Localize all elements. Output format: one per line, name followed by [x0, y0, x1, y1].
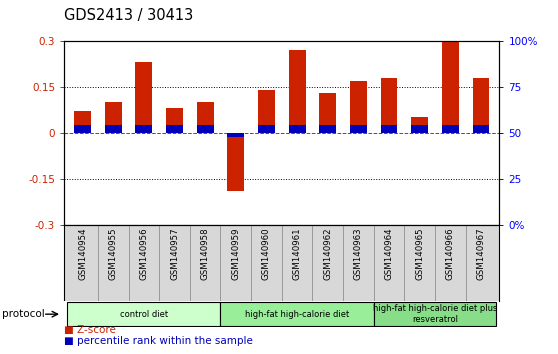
Text: GSM140967: GSM140967 [477, 228, 485, 280]
Bar [228, 133, 244, 137]
Bar [197, 102, 214, 133]
Text: GSM140957: GSM140957 [170, 228, 179, 280]
Text: GSM140961: GSM140961 [292, 228, 302, 280]
Text: GSM140966: GSM140966 [446, 228, 455, 280]
Bar [74, 111, 91, 133]
Bar [166, 108, 183, 133]
Bar [136, 62, 152, 133]
Text: GSM140965: GSM140965 [415, 228, 424, 280]
Bar [381, 78, 397, 133]
Text: GSM140956: GSM140956 [140, 228, 148, 280]
Text: GSM140955: GSM140955 [109, 228, 118, 280]
Text: ■ percentile rank within the sample: ■ percentile rank within the sample [64, 336, 253, 346]
Bar [350, 125, 367, 133]
Bar [442, 125, 459, 133]
Text: GSM140963: GSM140963 [354, 228, 363, 280]
Bar [411, 118, 428, 133]
Text: GDS2413 / 30413: GDS2413 / 30413 [64, 8, 194, 23]
Bar [374, 302, 497, 326]
Bar [473, 78, 489, 133]
Text: GSM140964: GSM140964 [384, 228, 393, 280]
Bar [197, 125, 214, 133]
Bar [288, 125, 306, 133]
Bar [442, 41, 459, 133]
Bar [74, 125, 91, 133]
Bar [67, 302, 220, 326]
Text: GSM140959: GSM140959 [232, 228, 240, 280]
Text: GSM140954: GSM140954 [78, 228, 87, 280]
Text: GSM140958: GSM140958 [201, 228, 210, 280]
Bar [411, 125, 428, 133]
Bar [105, 125, 122, 133]
Bar [220, 302, 374, 326]
Bar [319, 125, 336, 133]
Bar [258, 90, 275, 133]
Bar [473, 125, 489, 133]
Bar [166, 125, 183, 133]
Bar [319, 93, 336, 133]
Text: control diet: control diet [120, 310, 168, 319]
Bar [350, 81, 367, 133]
Text: ■ Z-score: ■ Z-score [64, 325, 116, 335]
Bar [105, 102, 122, 133]
Text: high-fat high-calorie diet plus
resveratrol: high-fat high-calorie diet plus resverat… [373, 304, 497, 324]
Text: GSM140960: GSM140960 [262, 228, 271, 280]
Text: protocol: protocol [2, 309, 45, 319]
Bar [258, 125, 275, 133]
Bar [136, 125, 152, 133]
Text: high-fat high-calorie diet: high-fat high-calorie diet [245, 310, 349, 319]
Bar [288, 50, 306, 133]
Text: GSM140962: GSM140962 [323, 228, 332, 280]
Bar [228, 133, 244, 191]
Bar [381, 125, 397, 133]
